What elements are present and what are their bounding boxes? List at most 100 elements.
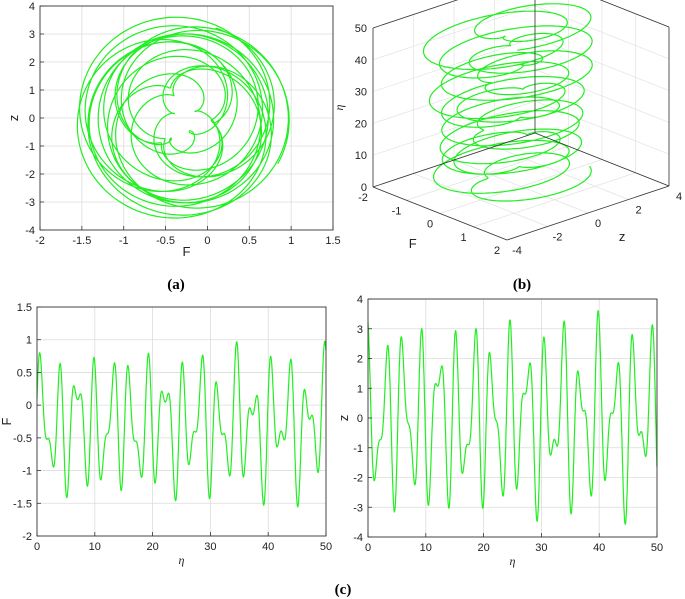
c1-y-tick-label: 0.5 xyxy=(17,367,32,379)
a-x-tick-label: -1.5 xyxy=(72,235,91,247)
panel-b-floor-gridline xyxy=(406,145,569,201)
c2-y-tick-label: -1 xyxy=(353,443,363,455)
c1-x-tick-label: 0 xyxy=(34,541,40,553)
c1-y-tick-label: 0 xyxy=(26,400,32,412)
a-y-tick-label: -3 xyxy=(25,197,35,209)
c2-y-tick-label: 3 xyxy=(357,324,363,336)
c2-x-tick-label: 50 xyxy=(651,542,663,554)
c2-x-tick-label: 20 xyxy=(477,542,489,554)
a-x-tick-label: 1 xyxy=(288,235,294,247)
a-y-tick-label: 3 xyxy=(29,29,35,41)
panel-c-right-ticks: 0 10 20 30 40 50 -4 -3 -2 -1 0 1 2 3 4 xyxy=(353,294,663,554)
c1-x-tick-label: 20 xyxy=(146,541,158,553)
panel-b-F-tick-label: -1 xyxy=(392,205,402,217)
panel-b-trajectory xyxy=(422,3,593,202)
c2-x-tick-label: 40 xyxy=(593,542,605,554)
panel-b-x-axis-label: F xyxy=(409,236,417,251)
c1-y-tick-label: -1 xyxy=(22,466,32,478)
c2-y-tick-label: 1 xyxy=(357,383,363,395)
panel-c-left-x-axis-label: η xyxy=(179,553,185,567)
panel-b-eta-tick-label: 30 xyxy=(355,87,367,99)
caption-a: (a) xyxy=(167,277,185,293)
panel-a-ticks: -2 -1.5 -1 -0.5 0 0.5 1 1.5 -4 -3 -2 -1 0 1 2 3 4 xyxy=(25,1,340,247)
a-x-tick-label: 0 xyxy=(204,235,210,247)
panel-b-z-tick-label: 0 xyxy=(595,218,601,230)
panel-b-F-tick-label: 0 xyxy=(427,219,433,231)
panel-b-eta-tick-label: 50 xyxy=(355,23,367,35)
a-x-tick-label: 0.5 xyxy=(242,235,257,247)
a-x-tick-label: -1 xyxy=(119,235,129,247)
panel-b-z-axis-label: η xyxy=(332,104,346,110)
c1-y-tick-label: -0.5 xyxy=(13,433,32,445)
panel-b-box xyxy=(372,0,670,241)
c1-y-tick-label: -1.5 xyxy=(13,498,32,510)
panel-b-box-edge xyxy=(372,0,459,29)
a-y-tick-label: -4 xyxy=(25,225,35,237)
c2-y-tick-label: 2 xyxy=(357,354,363,366)
panel-b-box-edge xyxy=(372,132,536,188)
a-y-tick-label: 1 xyxy=(29,85,35,97)
a-y-tick-label: 2 xyxy=(29,57,35,69)
panel-b-z-tick-label: -4 xyxy=(512,245,522,257)
c1-x-tick-label: 10 xyxy=(89,541,101,553)
c2-x-tick-label: 0 xyxy=(365,542,371,554)
panel-b-eta-tick-label: 20 xyxy=(355,118,367,130)
panel-b-F-tick-label: 1 xyxy=(460,232,466,244)
panel-b-box-edge xyxy=(372,186,508,241)
c1-y-tick-label: 1.5 xyxy=(17,302,32,314)
panel-a-y-axis-label: z xyxy=(6,115,21,122)
c2-x-tick-label: 10 xyxy=(420,542,432,554)
panel-b-z-tick-label: 2 xyxy=(635,205,641,217)
panel-c-right-x-axis-label: η xyxy=(510,554,516,568)
caption-c: (c) xyxy=(335,582,352,598)
a-x-tick-label: -2 xyxy=(35,235,45,247)
c1-x-tick-label: 40 xyxy=(262,541,274,553)
c2-y-tick-label: 0 xyxy=(357,413,363,425)
panel-c-right-y-axis-label: z xyxy=(336,415,351,422)
a-x-tick-label: 1.5 xyxy=(325,235,340,247)
panel-b-y-axis-label: z xyxy=(619,229,626,244)
c2-y-tick-label: -2 xyxy=(353,473,363,485)
a-y-tick-label: -2 xyxy=(25,169,35,181)
c2-y-tick-label: -3 xyxy=(353,502,363,514)
c2-y-tick-label: -4 xyxy=(353,532,363,544)
panel-c-left-time-series: 0 10 20 30 40 50 -2 -1.5 -1 -0.5 0 0.5 1 1.5 η F xyxy=(0,302,332,567)
panel-b-eta-tick-label: 10 xyxy=(355,150,367,162)
c1-y-tick-label: -2 xyxy=(22,531,32,543)
c2-y-tick-label: 4 xyxy=(357,294,363,306)
caption-b: (b) xyxy=(513,277,531,293)
panel-b-eta-tick-label: 0 xyxy=(361,182,367,194)
panel-a-phase-portrait: -2 -1.5 -1 -0.5 0 0.5 1 1.5 -4 -3 -2 -1 0 1 2 3 4 F z xyxy=(6,1,341,259)
c1-x-tick-label: 50 xyxy=(320,541,332,553)
panel-c-left-ticks: 0 10 20 30 40 50 -2 -1.5 -1 -0.5 0 0.5 1 1.5 xyxy=(13,302,332,553)
a-y-tick-label: 0 xyxy=(29,113,35,125)
panel-b-F-tick-label: 2 xyxy=(494,245,500,257)
panel-b-z-tick-label: 4 xyxy=(676,191,682,203)
c1-y-tick-label: 1 xyxy=(26,335,32,347)
panel-c-left-series xyxy=(36,340,327,508)
panel-b-floor-gridline xyxy=(473,172,636,228)
panel-c-right-series xyxy=(367,310,658,525)
a-y-tick-label: 4 xyxy=(29,1,35,13)
c2-x-tick-label: 30 xyxy=(535,542,547,554)
panel-c-left-frame xyxy=(36,306,327,537)
panel-b-box-edge xyxy=(534,132,670,187)
panel-b-floor-gridline xyxy=(439,159,603,214)
panel-c-right-grid xyxy=(367,298,658,538)
c1-x-tick-label: 30 xyxy=(204,541,216,553)
panel-b-box-edge xyxy=(506,185,670,241)
panel-a-trajectory xyxy=(76,16,290,219)
a-x-tick-label: -0.5 xyxy=(156,235,175,247)
panel-b-eta-tick-label: 40 xyxy=(355,55,367,67)
panel-c-left-grid xyxy=(36,306,327,537)
panel-b-F-tick-label: -2 xyxy=(358,192,368,204)
a-y-tick-label: -1 xyxy=(25,141,35,153)
panel-b-box-edge xyxy=(599,0,670,28)
panel-b-z-tick-label: -2 xyxy=(553,232,563,244)
panel-a-x-axis-label: F xyxy=(183,244,191,259)
panel-c-right-time-series: 0 10 20 30 40 50 -4 -3 -2 -1 0 1 2 3 4 η z xyxy=(336,294,663,568)
panel-c-left-y-axis-label: F xyxy=(0,417,14,425)
